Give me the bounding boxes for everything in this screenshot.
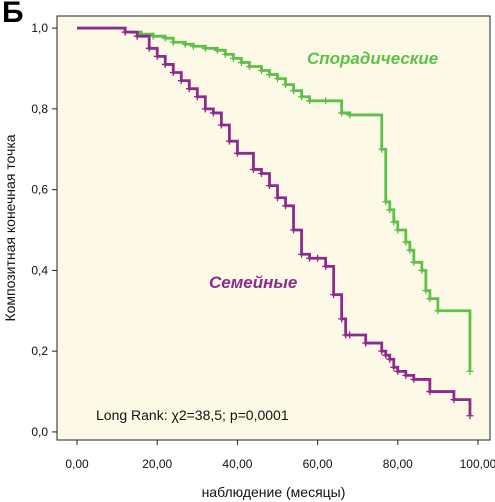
censor-mark (330, 291, 338, 299)
censor-mark (314, 254, 322, 262)
censor-mark (149, 32, 157, 40)
series-label-sporadic: Спорадические (307, 49, 438, 68)
y-axis-title: Композитная конечная точка (2, 134, 18, 321)
censor-mark (306, 254, 314, 262)
censor-mark (434, 307, 442, 315)
censor-mark (322, 97, 330, 105)
x-tick-label: 60,00 (303, 457, 333, 471)
censor-mark (213, 46, 221, 54)
censor-mark (274, 75, 282, 83)
censor-mark (201, 44, 209, 52)
censor-mark (225, 137, 233, 145)
censor-mark (133, 32, 141, 40)
censor-mark (249, 165, 257, 173)
censor-mark (382, 351, 390, 359)
censor-mark (121, 28, 129, 36)
censor-mark (450, 396, 458, 404)
x-tick-label: 80,00 (383, 457, 413, 471)
axes: 0,00 20,00 40,00 60,00 80,00 100,00 0,0 0,2 0,4 0… (31, 21, 495, 471)
censor-mark (394, 367, 402, 375)
series-layer (77, 26, 474, 420)
censor-mark (390, 363, 398, 371)
series-label-familial: Семейные (209, 273, 297, 292)
y-tick-label: 0,6 (31, 183, 48, 197)
censor-mark (265, 182, 273, 190)
censor-mark (185, 85, 193, 93)
censor-mark (406, 246, 414, 254)
censor-mark (290, 226, 298, 234)
x-axis-title: наблюдение (месяцы) (202, 484, 346, 500)
censor-mark (229, 54, 237, 62)
censor-mark (245, 62, 253, 70)
censor-mark (382, 198, 390, 206)
censor-mark (169, 69, 177, 77)
censor-mark (386, 206, 394, 214)
censor-mark (418, 266, 426, 274)
y-tick-label: 0,8 (31, 102, 48, 116)
annotation-logrank: Long Rank: χ2=38,5; p=0,0001 (96, 407, 289, 423)
censor-mark (298, 250, 306, 258)
censor-mark (257, 169, 265, 177)
censor-mark (422, 287, 430, 295)
panel-letter: Б (2, 0, 24, 29)
censor-mark (394, 226, 402, 234)
censor-mark (169, 38, 177, 46)
censor-mark (161, 34, 169, 42)
censor-mark (221, 50, 229, 58)
censor-mark (390, 218, 398, 226)
censor-mark (466, 412, 474, 420)
censor-mark (338, 315, 346, 323)
censor-mark (189, 42, 197, 50)
censor-mark (257, 67, 265, 75)
censor-mark (362, 339, 370, 347)
censor-mark (298, 93, 306, 101)
censor-mark (153, 52, 161, 60)
censor-mark (181, 40, 189, 48)
censor-mark (282, 202, 290, 210)
censor-mark (378, 347, 386, 355)
plot-background (56, 15, 491, 441)
censor-mark (402, 371, 410, 379)
censor-mark (237, 58, 245, 66)
censor-mark (466, 367, 474, 375)
x-tick-label: 20,00 (142, 457, 172, 471)
censor-mark (177, 77, 185, 85)
censor-mark (282, 81, 290, 89)
censor-mark (426, 295, 434, 303)
censor-mark (217, 121, 225, 129)
censor-mark (410, 258, 418, 266)
y-tick-label: 0,0 (31, 425, 48, 439)
censor-mark (145, 44, 153, 52)
censor-mark (426, 388, 434, 396)
censor-mark (233, 149, 241, 157)
censor-mark (410, 375, 418, 383)
censor-mark (306, 97, 314, 105)
censor-mark (346, 331, 354, 339)
censor-mark (274, 194, 282, 202)
censor-mark (402, 238, 410, 246)
censor-mark (386, 355, 394, 363)
censor-mark (290, 87, 298, 95)
censor-mark (265, 71, 273, 79)
x-tick-label: 0,00 (65, 457, 89, 471)
censor-mark (338, 109, 346, 117)
y-tick-label: 1,0 (31, 21, 48, 35)
y-tick-label: 0,2 (31, 344, 48, 358)
censor-mark (209, 109, 217, 117)
censor-mark (378, 145, 386, 153)
x-tick-label: 100,00 (460, 457, 495, 471)
censor-mark (161, 60, 169, 68)
y-tick-label: 0,4 (31, 263, 48, 277)
censor-mark (201, 105, 209, 113)
censor-mark (322, 262, 330, 270)
x-tick-label: 40,00 (222, 457, 252, 471)
censor-mark (346, 111, 354, 119)
censor-mark (193, 93, 201, 101)
